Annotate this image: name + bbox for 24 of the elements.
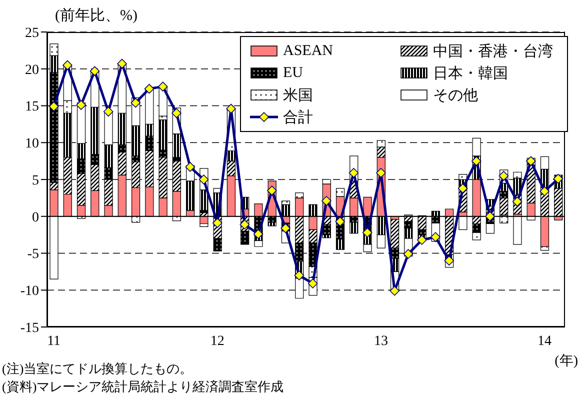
text: (資料)マレーシア統計局統計より経済調査室作成 (2, 378, 284, 396)
y-tick-label: -5 (27, 247, 39, 262)
x-axis-title: (年) (554, 352, 578, 370)
legend-label: EU (283, 64, 303, 82)
legend-label: 日本・韓国 (433, 64, 508, 82)
legend-label: その他 (433, 86, 478, 104)
legend-label: 中国・香港・台湾 (433, 42, 553, 60)
y-tick-label: -10 (20, 284, 39, 300)
y-tick-label: -15 (20, 320, 39, 336)
legend-label: ASEAN (283, 42, 334, 60)
legend-label: 米国 (283, 86, 313, 104)
y-tick-label: 5 (32, 173, 39, 188)
x-tick-label: 11 (47, 334, 61, 349)
y-tick-label: 20 (25, 62, 39, 78)
legend-label: 合計 (283, 108, 313, 126)
y-tick-label: 15 (25, 100, 39, 115)
x-tick-label: 13 (374, 334, 388, 349)
text: (注)当室にてドル換算したもの。 (2, 360, 193, 378)
x-tick-label: 12 (210, 334, 224, 349)
y-tick-label: 10 (25, 136, 39, 152)
x-tick-label: 14 (538, 334, 552, 349)
y-tick-label: 0 (32, 210, 39, 226)
y-axis-title: (前年比、%) (55, 6, 138, 25)
y-tick-label: 25 (25, 26, 39, 41)
